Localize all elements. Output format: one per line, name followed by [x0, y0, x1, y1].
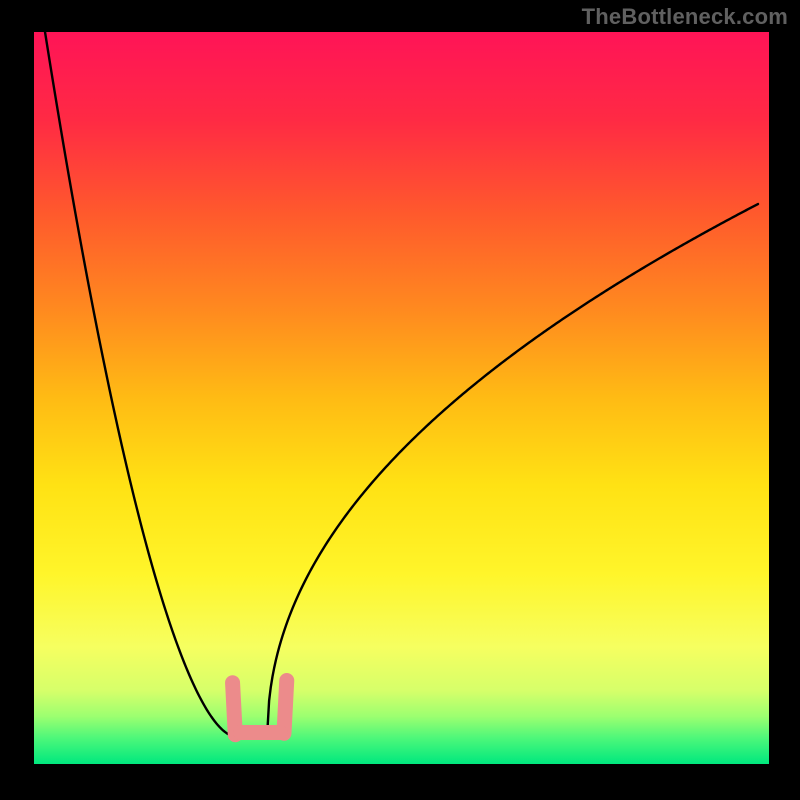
- chart-background: [34, 32, 769, 764]
- bottleneck-chart: [0, 0, 800, 800]
- watermark-text: TheBottleneck.com: [582, 4, 788, 30]
